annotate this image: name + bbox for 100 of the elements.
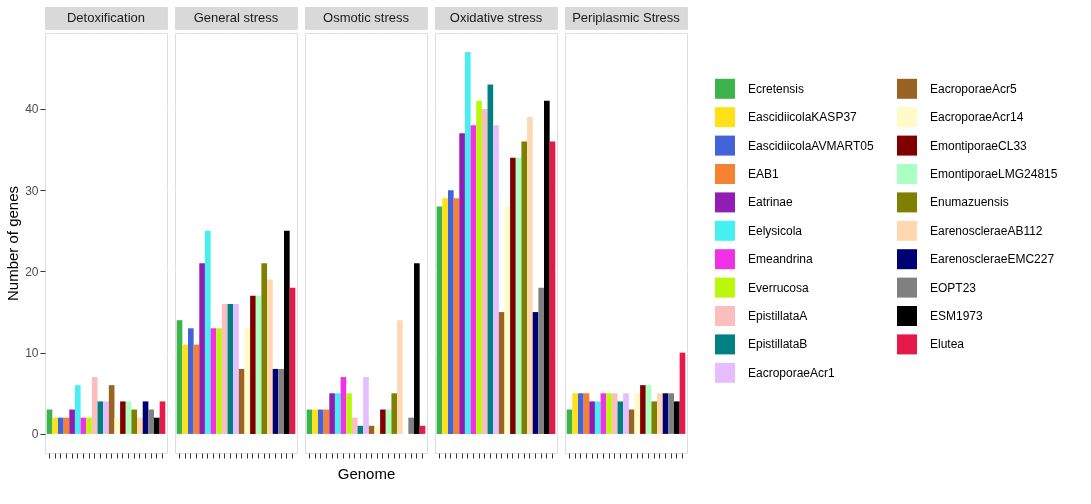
bar: [640, 385, 646, 434]
y-tick-label: 40: [25, 102, 39, 117]
bar: [527, 117, 533, 434]
legend-label: EAB1: [748, 167, 780, 181]
bar: [233, 303, 239, 434]
bar: [363, 377, 369, 434]
bar: [634, 393, 641, 434]
legend-label: EacroporaeAcr5: [930, 81, 1018, 96]
bar: [594, 401, 601, 434]
bar: [114, 417, 121, 434]
legend-label: Elutea: [930, 337, 965, 352]
legend-label: EmontiporaeLMG24815: [930, 167, 1058, 181]
bar: [459, 133, 465, 434]
bar: [329, 393, 335, 434]
bar: [476, 100, 482, 434]
y-tick-label: 20: [25, 264, 39, 279]
bar: [250, 295, 256, 434]
bar: [334, 393, 341, 434]
bar: [600, 393, 607, 434]
bar: [611, 393, 618, 434]
bar: [657, 393, 663, 434]
bar: [216, 328, 222, 434]
bar: [131, 409, 138, 434]
bar: [668, 393, 675, 434]
bar: [261, 263, 268, 434]
x-tick-label: Oxidative stress: [449, 10, 543, 25]
legend-label: Eatrinae: [748, 195, 794, 210]
x-tick-label: Periplasmic Stress: [572, 10, 681, 25]
bar: [199, 263, 205, 434]
legend-label: EascidiicolaKASP37: [748, 110, 858, 125]
bar: [521, 141, 528, 434]
bar: [674, 401, 680, 434]
bar: [52, 417, 58, 434]
bar: [74, 385, 81, 434]
bar: [651, 401, 658, 434]
bar: [538, 287, 545, 434]
x-axis-title: Genome: [337, 465, 396, 482]
bar: [221, 303, 228, 434]
bar: [57, 417, 64, 434]
bar: [351, 417, 358, 434]
legend-label: EacroporaeAcr1: [748, 365, 836, 380]
y-tick-label: 0: [31, 427, 39, 442]
bar: [464, 52, 471, 434]
bar: [447, 190, 454, 434]
bar: [125, 401, 132, 434]
bar: [374, 425, 381, 434]
legend-label: EarenoscleraeEMC227: [930, 252, 1055, 267]
legend-label: EmontiporaeCL33: [930, 138, 1028, 153]
bar: [380, 409, 386, 434]
legend-label: Eelysicola: [748, 223, 803, 238]
bar: [69, 409, 75, 434]
bar: [204, 230, 211, 434]
bar: [504, 206, 511, 434]
legend-label: Everrucosa: [748, 280, 810, 295]
bar: [617, 401, 624, 434]
legend-label: Enumazuensis: [930, 195, 1009, 210]
bar: [408, 417, 415, 434]
y-axis-title: Number of genes: [4, 185, 22, 302]
bar: [623, 393, 629, 434]
bar: [442, 198, 448, 434]
legend-label: Ecretensis: [748, 81, 805, 96]
legend-label: EOPT23: [930, 280, 977, 295]
bar: [284, 230, 290, 434]
bar: [159, 401, 166, 434]
legend-label: ESM1973: [930, 309, 984, 323]
legend-label: EacroporaeAcr14: [930, 110, 1024, 125]
bar: [244, 328, 251, 434]
bar: [267, 279, 273, 434]
bar: [278, 368, 285, 434]
legend-label: EpistillataB: [748, 337, 808, 352]
bar: [662, 393, 669, 434]
bar: [312, 409, 318, 434]
bar: [589, 401, 595, 434]
bar: [493, 125, 499, 434]
bar: [148, 409, 155, 434]
y-tick-label: 10: [25, 346, 39, 361]
legend-label: EarenoscleraeAB112: [930, 223, 1043, 238]
x-tick-label: General stress: [193, 10, 279, 25]
legend-label: Emeandrina: [748, 252, 814, 267]
bar: [182, 344, 188, 434]
y-tick-label: 30: [25, 183, 39, 198]
bar: [577, 393, 584, 434]
bar: [103, 401, 109, 434]
bar: [97, 401, 104, 434]
bar: [91, 377, 98, 434]
x-tick-label: Osmotic stress: [323, 10, 410, 25]
bar: [137, 417, 143, 434]
bar: [317, 409, 324, 434]
bar: [414, 263, 420, 434]
legend-label: EascidiicolaAVMART05: [748, 138, 874, 153]
bar: [142, 401, 149, 434]
bar: [544, 100, 550, 434]
bar: [154, 417, 160, 434]
bar: [397, 320, 403, 434]
bar: [583, 393, 590, 434]
bar: [572, 393, 578, 434]
x-tick-label: Detoxification: [66, 10, 146, 25]
bar: [510, 157, 516, 434]
bar: [120, 401, 126, 434]
bar: [346, 393, 352, 434]
